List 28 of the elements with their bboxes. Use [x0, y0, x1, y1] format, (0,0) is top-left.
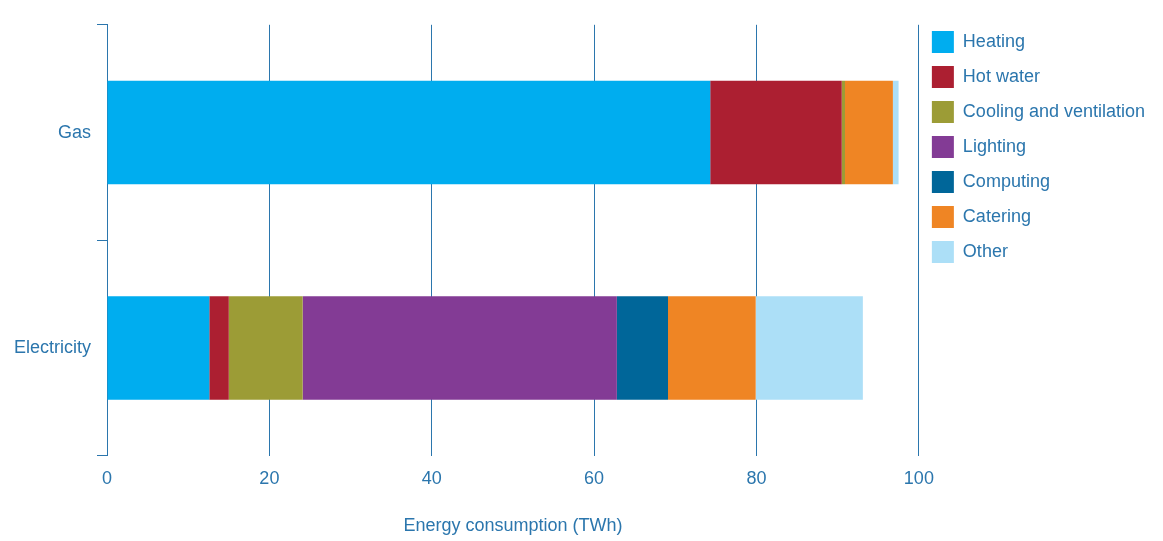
x-tick-label: 0 [102, 467, 113, 488]
x-tick-label: 20 [259, 467, 280, 488]
legend-label: Catering [962, 205, 1031, 226]
bar [841, 80, 845, 185]
legend-label: Cooling and ventilation [962, 100, 1146, 121]
legend-label: Hot water [962, 65, 1040, 86]
y-tick-label: Gas [57, 121, 92, 142]
bar [616, 296, 669, 400]
x-tick-label: 40 [421, 467, 442, 488]
bar [844, 80, 893, 185]
x-tick-label: 60 [584, 467, 605, 488]
bar [755, 296, 863, 400]
bar [209, 296, 229, 400]
bar [892, 80, 899, 185]
x-tick-label: 80 [746, 467, 767, 488]
legend-label: Heating [962, 30, 1025, 51]
x-tick-label: 100 [903, 467, 934, 488]
bar [710, 80, 842, 185]
x-axis-title: Energy consumption (TWh) [403, 515, 623, 536]
bar [302, 296, 617, 400]
bar [668, 296, 756, 400]
legend-label: Other [962, 240, 1008, 261]
y-tick-label: Electricity [13, 337, 92, 358]
bar [228, 296, 303, 400]
legend-label: Computing [962, 170, 1050, 191]
bar [107, 80, 711, 185]
legend-label: Lighting [962, 135, 1026, 156]
bar [107, 296, 210, 400]
